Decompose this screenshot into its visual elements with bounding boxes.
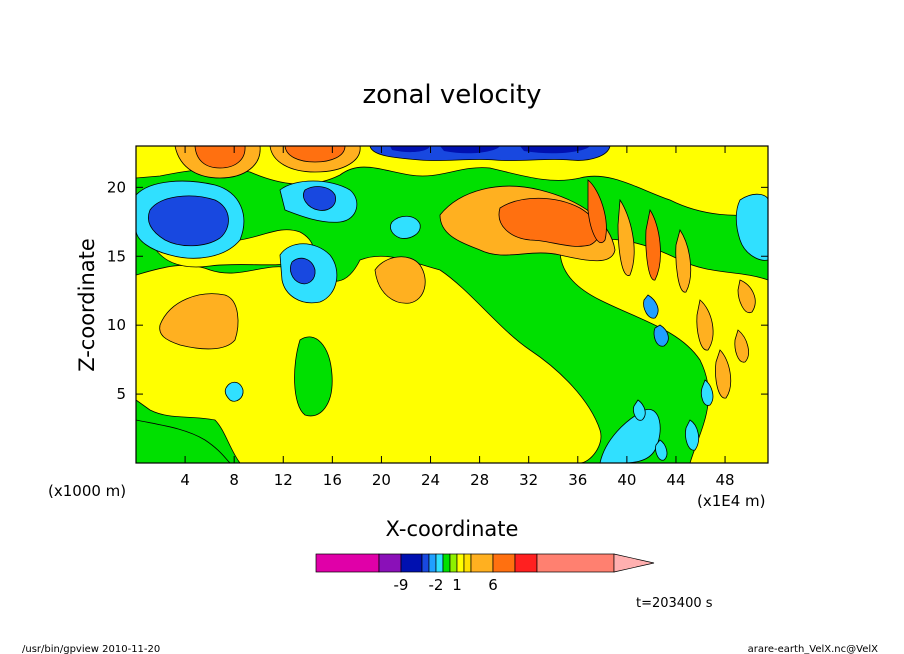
- x-tick-label: 28: [470, 471, 489, 489]
- x-tick-label: 40: [617, 471, 636, 489]
- region-green-center: [294, 336, 333, 417]
- y-axis-label: Z-coordinate: [75, 238, 99, 372]
- colorbar-cell: [492, 553, 516, 573]
- x-tick-label: 8: [229, 471, 239, 489]
- colorbar-cell: [514, 553, 538, 573]
- region-blue-upper: [303, 186, 336, 211]
- region-cyan-right-edge: [735, 193, 768, 261]
- region-orange-center: [374, 256, 426, 304]
- region-darkorange-topleft: [194, 146, 246, 169]
- x-tick-label: 48: [716, 471, 735, 489]
- region-orange-left: [159, 293, 239, 350]
- colorbar-cell: [378, 553, 402, 573]
- time-label: t=203400 s: [636, 596, 713, 611]
- x-tick-label: 32: [519, 471, 538, 489]
- colorbar-tick-label: 1: [452, 576, 462, 594]
- colorbar-cell: [536, 553, 615, 573]
- region-yellow-lower-left: [136, 255, 602, 463]
- x-tick-label: 36: [568, 471, 587, 489]
- x-tick-label: 4: [180, 471, 190, 489]
- colorbar-cell: [449, 553, 458, 573]
- plot-frame: [135, 145, 769, 464]
- y-tick-label: 10: [107, 316, 126, 334]
- region-darkorange-upper: [498, 197, 600, 247]
- region-blue-left: [148, 195, 229, 247]
- footer-right: arare-earth_VelX.nc@VelX: [748, 644, 879, 654]
- x-tick-label: 16: [323, 471, 342, 489]
- y-tick-label: 20: [107, 178, 126, 196]
- colorbar-cell: [400, 553, 423, 573]
- x-tick-label: 20: [372, 471, 391, 489]
- region-cyan-small: [390, 215, 421, 239]
- colorbar-cell: [463, 553, 472, 573]
- region-darkblue-topbar: [390, 146, 590, 154]
- region-cyan-small-left: [224, 381, 244, 402]
- colorbar-cell: [456, 553, 465, 573]
- y-axis-ticks: 5 10 15 20: [107, 178, 768, 403]
- chart-title: zonal velocity: [362, 80, 541, 110]
- x-tick-label: 12: [274, 471, 293, 489]
- region-darkorange-topcenter: [284, 146, 346, 163]
- x-axis-ticks: 4 8 12 16 20 24 28 32 36 40 44 48: [180, 146, 735, 489]
- colorbar-cell: [428, 553, 437, 573]
- colorbar-tick-label: -2: [429, 576, 444, 594]
- colorbar-cell: [421, 553, 430, 573]
- y-tick-label: 5: [116, 385, 126, 403]
- region-green-bottom: [136, 419, 231, 463]
- colorbar-cell: [435, 553, 444, 573]
- region-blue-center: [290, 257, 316, 285]
- colorbar: [315, 553, 655, 573]
- x-axis-label: X-coordinate: [386, 517, 519, 541]
- y-tick-label: 15: [107, 247, 126, 265]
- x-unit-label: (x1E4 m): [697, 492, 766, 510]
- colorbar-arrow: [613, 553, 655, 573]
- x-tick-label: 24: [421, 471, 440, 489]
- streaks-right: [587, 179, 756, 461]
- colorbar-cell: [470, 553, 494, 573]
- colorbar-tick-label: 6: [488, 576, 498, 594]
- contour-field: [136, 146, 768, 463]
- footer-left: /usr/bin/gpview 2010-11-20: [22, 644, 160, 654]
- y-unit-label: (x1000 m): [48, 482, 126, 500]
- colorbar-tick-labels: -9 -2 1 6: [394, 576, 498, 594]
- colorbar-cell: [315, 553, 380, 573]
- colorbar-tick-label: -9: [394, 576, 409, 594]
- colorbar-cell: [442, 553, 451, 573]
- region-cyan-bottom-right: [599, 409, 661, 463]
- x-tick-label: 44: [666, 471, 685, 489]
